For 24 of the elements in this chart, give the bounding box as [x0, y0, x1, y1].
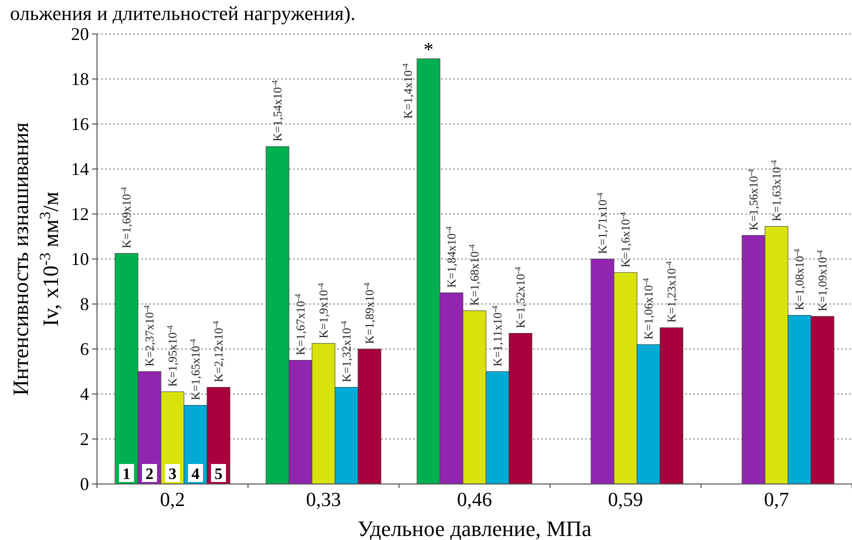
- y-tick-label: 2: [80, 429, 89, 449]
- annotation: *: [424, 38, 434, 61]
- x-tick-label: 0,46: [457, 489, 492, 511]
- x-tick-label: 0,7: [764, 489, 789, 511]
- series-label: 5: [214, 466, 222, 483]
- y-tick-label: 18: [71, 69, 89, 89]
- y-tick-label: 16: [71, 114, 89, 134]
- x-tick-label: 0,59: [608, 489, 643, 511]
- text: ольжения и длительностей нагружения).: [10, 3, 356, 25]
- x-axis-title: Удельное давление, МПа: [357, 516, 592, 540]
- x-tick-label: 0,33: [306, 489, 341, 511]
- y-tick-label: 20: [71, 24, 89, 44]
- y-tick-label: 0: [80, 474, 89, 494]
- y-tick-label: 12: [71, 204, 89, 224]
- x-tick-label: 0,2: [160, 489, 185, 511]
- y-tick-label: 10: [71, 249, 89, 269]
- y-tick-label: 4: [80, 384, 89, 404]
- y-tick-label: 8: [80, 294, 89, 314]
- series-label: 4: [192, 466, 200, 483]
- y-tick-label: 6: [80, 339, 89, 359]
- y-tick-label: 14: [71, 159, 89, 179]
- series-label: 3: [168, 466, 176, 483]
- series-label: 2: [146, 466, 154, 483]
- series-label: 1: [122, 466, 130, 483]
